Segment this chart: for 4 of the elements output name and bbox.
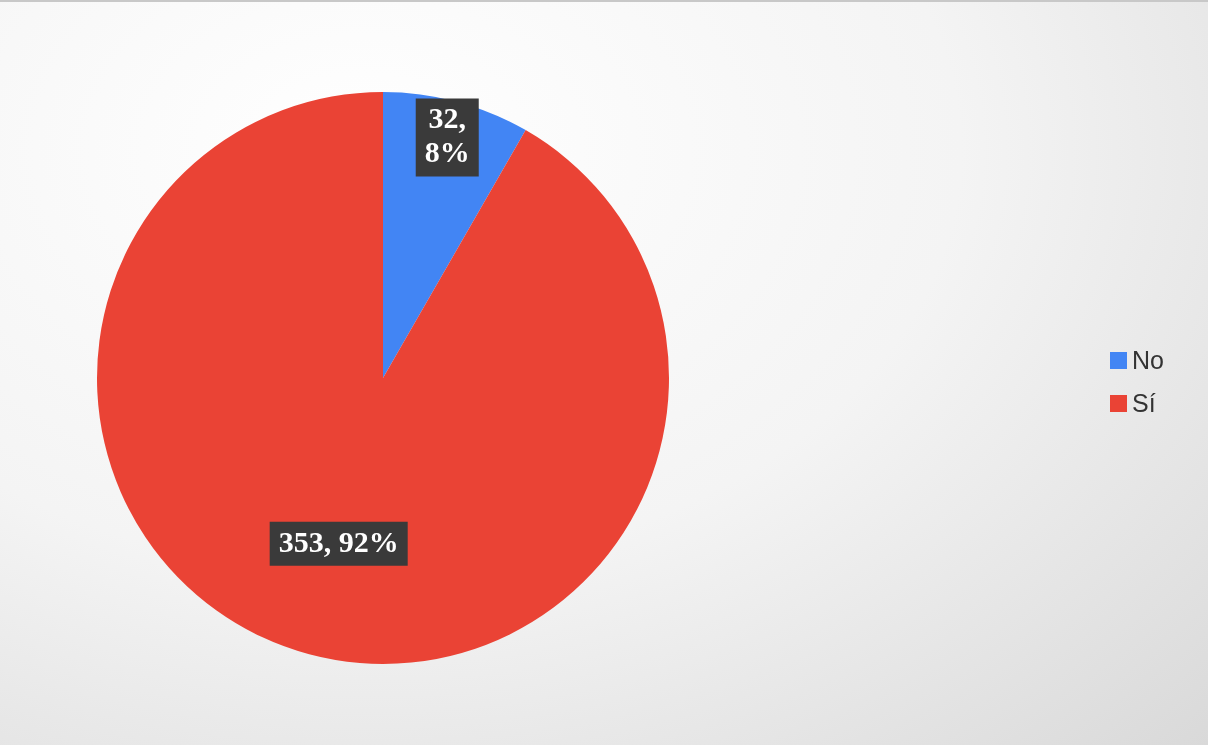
data-label: 32, 8% <box>424 101 470 169</box>
legend-label: Sí <box>1132 389 1156 418</box>
legend-label: No <box>1132 346 1164 375</box>
data-label: 353, 92% <box>278 524 399 558</box>
